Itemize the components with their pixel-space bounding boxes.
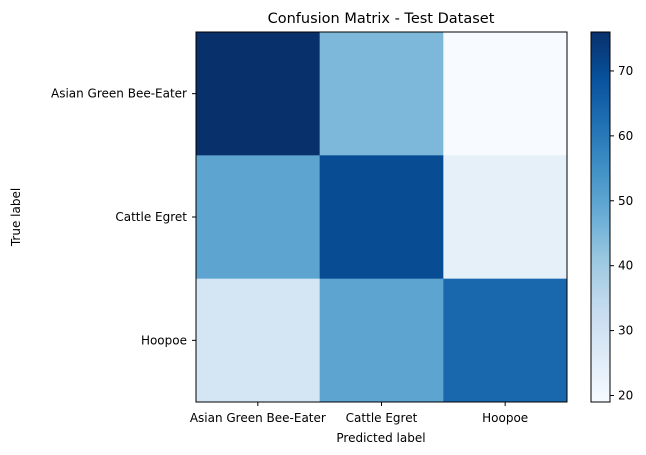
heatmap-cell bbox=[196, 155, 321, 280]
heatmap-cell bbox=[319, 32, 444, 156]
heatmap-cells bbox=[196, 32, 568, 403]
x-tick-label: Cattle Egret bbox=[346, 411, 418, 425]
colorbar-tick-label: 60 bbox=[618, 129, 633, 143]
x-axis-label: Predicted label bbox=[336, 431, 425, 445]
x-tick-label: Asian Green Bee-Eater bbox=[190, 411, 326, 425]
y-tick-label: Asian Green Bee-Eater bbox=[51, 87, 187, 101]
chart-title: Confusion Matrix - Test Dataset bbox=[268, 11, 495, 27]
heatmap-cell bbox=[319, 278, 444, 403]
heatmap-cell bbox=[443, 278, 568, 403]
heatmap-cell bbox=[196, 32, 321, 156]
colorbar-tick-label: 30 bbox=[618, 324, 633, 338]
y-tick-label: Cattle Egret bbox=[115, 210, 187, 224]
colorbar-tick-label: 50 bbox=[618, 194, 633, 208]
x-axis-ticks: Asian Green Bee-Eater Cattle Egret Hoopoe bbox=[190, 402, 528, 425]
heatmap-cell bbox=[319, 155, 444, 280]
heatmap-cell bbox=[196, 278, 321, 403]
heatmap-cell bbox=[443, 32, 568, 156]
colorbar-ticks: 20 30 40 50 60 70 bbox=[610, 64, 633, 403]
x-tick-label: Hoopoe bbox=[482, 411, 528, 425]
colorbar-tick-label: 70 bbox=[618, 64, 633, 78]
y-tick-label: Hoopoe bbox=[141, 333, 187, 347]
colorbar-tick-label: 40 bbox=[618, 259, 633, 273]
colorbar-tick-label: 20 bbox=[618, 389, 633, 403]
heatmap-cell bbox=[443, 155, 568, 280]
colorbar bbox=[590, 31, 611, 403]
y-axis-label: True label bbox=[9, 188, 23, 247]
y-axis-ticks: Asian Green Bee-Eater Cattle Egret Hoopoe bbox=[51, 87, 196, 347]
